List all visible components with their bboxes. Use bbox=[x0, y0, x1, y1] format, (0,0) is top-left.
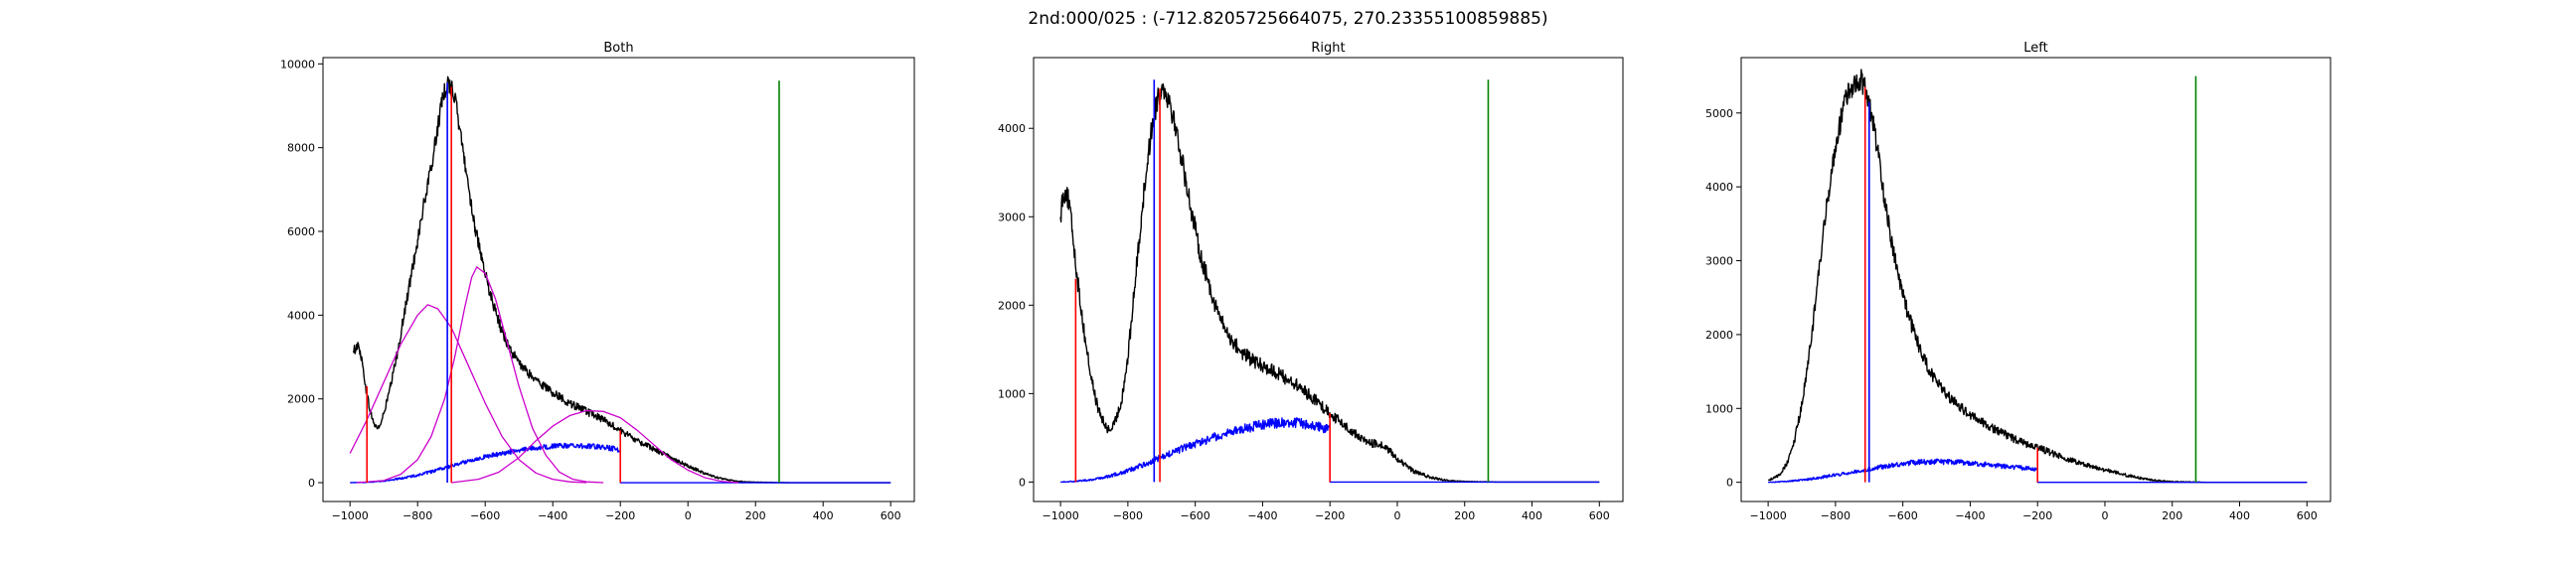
right-xtick-label: 400 bbox=[1522, 509, 1542, 522]
subplot-left: Left −1000 −800 −600 −400 −200 0 200 400 600 0 1000… bbox=[1705, 41, 2332, 522]
both-xtick-label: −1000 bbox=[332, 509, 369, 522]
subplot-both: Both−1000 −800 −600 −400 −200 0 200 400 60002000… bbox=[280, 41, 915, 522]
left-xtick-label: 600 bbox=[2297, 509, 2318, 522]
left-ytick-label: 4000 bbox=[1705, 181, 1733, 194]
both-xtick-label: −800 bbox=[402, 509, 432, 522]
right-ytick-label: 0 bbox=[1019, 476, 1026, 489]
right-xtick-label: 0 bbox=[1393, 509, 1400, 522]
both-ytick-label: 6000 bbox=[287, 225, 315, 238]
left-axes-frame bbox=[1740, 57, 2332, 502]
right-xtick-label: −400 bbox=[1247, 509, 1277, 522]
left-ytick-label: 0 bbox=[1726, 477, 1733, 490]
left-ytick-label: 5000 bbox=[1705, 107, 1733, 120]
right-ytick-label: 4000 bbox=[998, 122, 1026, 135]
right-xtick-label: −1000 bbox=[1042, 509, 1078, 522]
figure-suptitle: 2nd:000/025 : (-712.8205725664075, 270.2… bbox=[1028, 9, 1547, 29]
both-xtick-label: −400 bbox=[538, 509, 567, 522]
both-title: Both bbox=[603, 41, 633, 56]
right-xtick-label: −600 bbox=[1181, 509, 1210, 522]
right-xtick-label: −200 bbox=[1315, 509, 1345, 522]
left-ytick-label: 2000 bbox=[1705, 329, 1733, 342]
right-ytick-label: 2000 bbox=[998, 299, 1026, 312]
left-series-1 bbox=[1767, 458, 2308, 484]
left-xtick-label: −600 bbox=[1888, 509, 1918, 522]
right-ytick-label: 3000 bbox=[998, 211, 1026, 223]
subplot-right: Right −1000 −800 −600 −400 −200 0 200 400 600 0 100… bbox=[998, 41, 1624, 522]
both-ytick-label: 4000 bbox=[287, 309, 315, 322]
right-plot-area bbox=[1059, 79, 1600, 484]
both-xtick-label: 600 bbox=[881, 509, 901, 522]
left-xtick-label: 200 bbox=[2162, 509, 2182, 522]
left-ytick-label: 1000 bbox=[1705, 402, 1733, 415]
both-ytick-label: 8000 bbox=[287, 142, 315, 155]
left-xtick-label: −800 bbox=[1821, 509, 1851, 522]
left-xtick-label: 0 bbox=[2101, 509, 2108, 522]
both-series-4 bbox=[451, 409, 739, 484]
left-xtick-label: −1000 bbox=[1749, 509, 1786, 522]
both-xtick-label: −600 bbox=[470, 509, 500, 522]
both-axes-frame bbox=[322, 57, 915, 502]
right-ytick-label: 1000 bbox=[998, 387, 1026, 400]
both-xtick-label: 0 bbox=[685, 509, 692, 522]
both-xtick-label: −200 bbox=[605, 509, 635, 522]
right-xtick-label: 600 bbox=[1589, 509, 1610, 522]
left-xtick-label: 400 bbox=[2229, 509, 2250, 522]
left-plot-area bbox=[1767, 69, 2308, 484]
both-ytick-label: 10000 bbox=[280, 58, 315, 71]
both-ytick-label: 0 bbox=[308, 477, 315, 490]
both-xtick-label: 200 bbox=[745, 509, 766, 522]
left-ytick-label: 3000 bbox=[1705, 255, 1733, 268]
both-series-2 bbox=[349, 304, 587, 484]
both-xtick-label: 400 bbox=[813, 509, 834, 522]
right-series-1 bbox=[1059, 417, 1600, 484]
left-xtick-label: −400 bbox=[1955, 509, 1985, 522]
both-plot-area bbox=[349, 75, 891, 484]
both-series-3 bbox=[356, 266, 604, 484]
right-xtick-label: 200 bbox=[1454, 509, 1475, 522]
right-axes-frame bbox=[1033, 57, 1624, 502]
left-xtick-label: −200 bbox=[2022, 509, 2052, 522]
right-xtick-label: −800 bbox=[1113, 509, 1143, 522]
left-title: Left bbox=[2023, 41, 2047, 56]
both-ytick-label: 2000 bbox=[287, 393, 315, 406]
both-series-1 bbox=[350, 442, 891, 484]
right-title: Right bbox=[1311, 41, 1345, 56]
